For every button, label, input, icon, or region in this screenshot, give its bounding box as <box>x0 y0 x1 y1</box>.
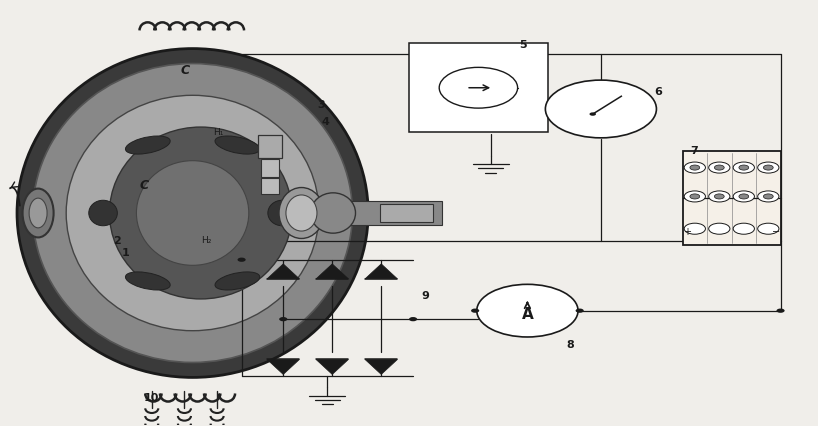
Ellipse shape <box>286 195 317 231</box>
Ellipse shape <box>267 200 296 226</box>
Circle shape <box>576 308 584 313</box>
Text: 1: 1 <box>122 248 129 258</box>
Text: 4: 4 <box>321 117 330 127</box>
Circle shape <box>714 194 724 199</box>
Ellipse shape <box>215 136 260 154</box>
Ellipse shape <box>125 272 170 290</box>
Text: +: + <box>683 227 690 237</box>
Ellipse shape <box>279 187 324 239</box>
Circle shape <box>733 223 754 234</box>
Ellipse shape <box>125 136 170 154</box>
Bar <box>682 151 780 245</box>
Polygon shape <box>267 264 299 279</box>
Circle shape <box>409 317 417 321</box>
Circle shape <box>757 223 779 234</box>
Polygon shape <box>316 264 348 279</box>
Circle shape <box>739 194 748 199</box>
Circle shape <box>776 308 784 313</box>
Bar <box>258 135 282 158</box>
Circle shape <box>708 223 730 234</box>
Bar <box>409 43 548 132</box>
Circle shape <box>684 191 705 202</box>
Text: Н₂: Н₂ <box>200 236 211 245</box>
Text: 6: 6 <box>654 87 662 97</box>
Bar <box>380 204 434 222</box>
Text: A: A <box>522 308 533 322</box>
Circle shape <box>763 194 773 199</box>
Circle shape <box>684 223 705 234</box>
Ellipse shape <box>311 193 356 233</box>
Circle shape <box>439 67 518 108</box>
Circle shape <box>708 191 730 202</box>
Ellipse shape <box>89 200 117 226</box>
Text: 8: 8 <box>567 340 574 350</box>
Ellipse shape <box>29 198 47 228</box>
Circle shape <box>690 165 699 170</box>
Ellipse shape <box>66 95 319 331</box>
Ellipse shape <box>17 49 368 377</box>
Circle shape <box>739 165 748 170</box>
Text: C: C <box>180 64 190 77</box>
Text: 9: 9 <box>421 291 429 301</box>
Ellipse shape <box>215 272 260 290</box>
Circle shape <box>757 162 779 173</box>
Circle shape <box>477 284 578 337</box>
Ellipse shape <box>23 189 54 237</box>
Circle shape <box>684 162 705 173</box>
Text: 2: 2 <box>114 236 121 246</box>
Bar <box>261 178 279 194</box>
Circle shape <box>279 317 287 321</box>
Text: C: C <box>140 179 149 192</box>
Circle shape <box>546 80 656 138</box>
Circle shape <box>590 112 596 116</box>
Ellipse shape <box>33 63 353 363</box>
Text: 5: 5 <box>519 40 527 50</box>
Text: 7: 7 <box>690 147 699 156</box>
Circle shape <box>237 258 245 262</box>
Circle shape <box>763 165 773 170</box>
Polygon shape <box>365 360 398 374</box>
Ellipse shape <box>137 161 249 265</box>
Circle shape <box>471 308 479 313</box>
Polygon shape <box>316 360 348 374</box>
Text: 10: 10 <box>144 393 159 403</box>
Polygon shape <box>267 360 299 374</box>
Text: 3: 3 <box>317 100 326 110</box>
Circle shape <box>757 191 779 202</box>
Text: −: − <box>772 227 780 237</box>
Ellipse shape <box>110 127 292 299</box>
Circle shape <box>733 162 754 173</box>
Circle shape <box>708 162 730 173</box>
Circle shape <box>690 194 699 199</box>
Bar <box>261 159 279 177</box>
Circle shape <box>714 165 724 170</box>
Bar <box>281 201 442 225</box>
Polygon shape <box>365 264 398 279</box>
Circle shape <box>733 191 754 202</box>
Text: Н₁: Н₁ <box>213 128 223 137</box>
